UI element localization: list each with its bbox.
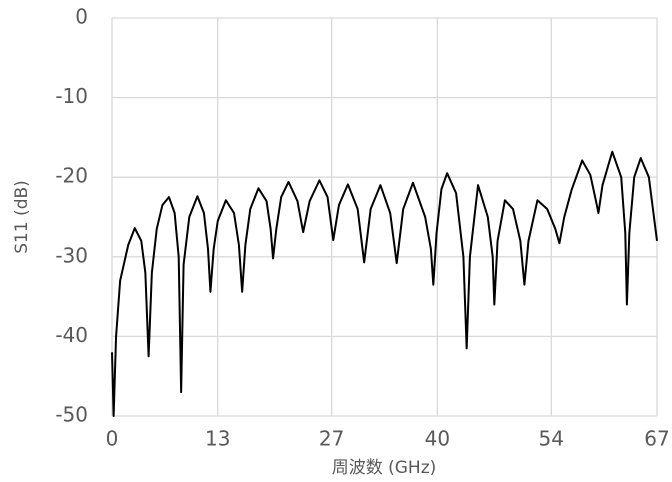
x-tick-label: 54 [539, 427, 564, 451]
y-tick-label: -20 [55, 164, 88, 188]
y-tick-label: -50 [55, 403, 88, 427]
x-tick-label: 13 [205, 427, 230, 451]
line [111, 150, 658, 417]
x-axis-title: 周波数 (GHz) [332, 458, 437, 478]
y-axis-title: S11 (dB) [12, 180, 32, 254]
y-tick-label: -10 [55, 84, 88, 108]
x-tick-label: 40 [425, 427, 450, 451]
x-tick-label: 67 [644, 427, 669, 451]
y-tick-label: -30 [55, 243, 88, 267]
x-tick-label: 0 [106, 427, 119, 451]
x-tick-label: 27 [319, 427, 344, 451]
y-tick-label: -40 [55, 323, 88, 347]
y-tick-label: 0 [75, 5, 88, 29]
